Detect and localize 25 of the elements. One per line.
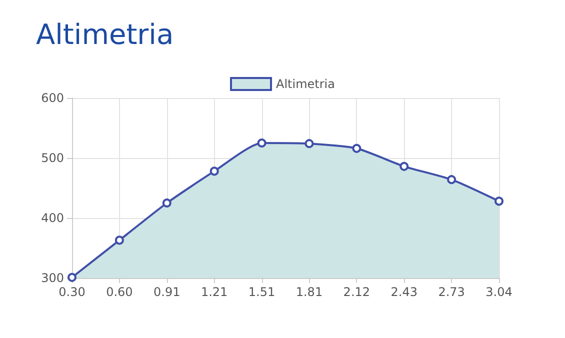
legend-label: Altimetria bbox=[276, 77, 335, 91]
point bbox=[352, 144, 362, 153]
x-tick-label: 1.51 bbox=[248, 285, 276, 299]
x-tick-label: 2.73 bbox=[438, 285, 465, 299]
x-tick-label: 1.81 bbox=[296, 285, 323, 299]
y-tick-label: 300 bbox=[41, 271, 64, 285]
x-tick-label: 0.30 bbox=[58, 285, 86, 299]
point bbox=[447, 175, 456, 184]
point bbox=[494, 196, 504, 206]
x-tick-label: 1.21 bbox=[200, 285, 228, 299]
point bbox=[304, 139, 314, 148]
x-tick-label: 0.91 bbox=[154, 285, 180, 299]
chart-title: Altimetria bbox=[36, 18, 174, 51]
x-tick-label: 0.60 bbox=[106, 285, 133, 299]
y-tick-label: 600 bbox=[41, 91, 64, 105]
x-tick-label: 3.04 bbox=[486, 285, 512, 299]
point bbox=[257, 138, 266, 148]
x-tick-label: 2.43 bbox=[390, 285, 418, 299]
point bbox=[114, 236, 124, 245]
point bbox=[400, 162, 409, 171]
point bbox=[162, 198, 172, 208]
y-tick-label: 500 bbox=[41, 151, 64, 165]
point bbox=[210, 166, 219, 176]
y-tick-label: 400 bbox=[41, 211, 64, 225]
x-tick-label: 2.12 bbox=[343, 285, 370, 299]
